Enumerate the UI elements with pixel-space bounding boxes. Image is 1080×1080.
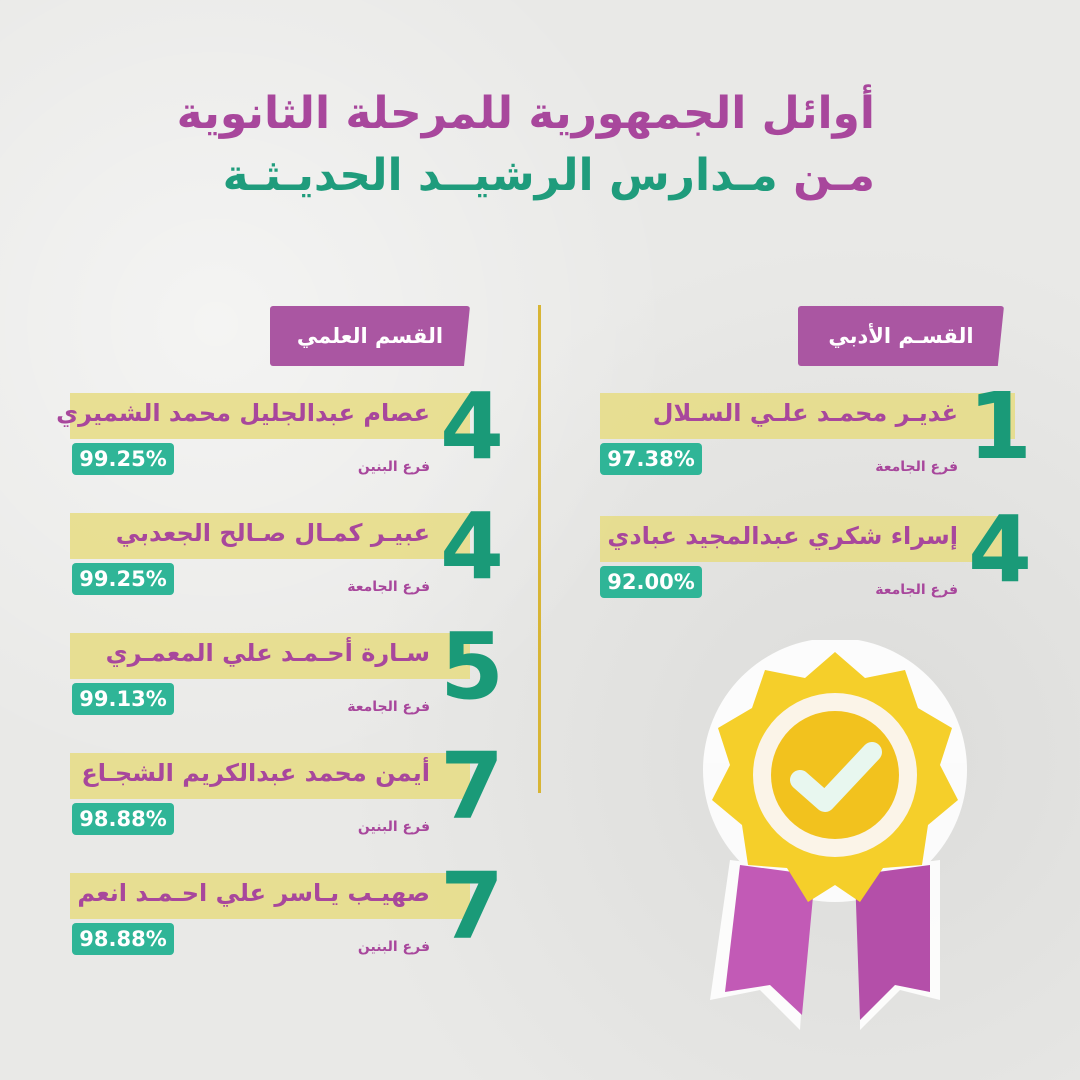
rank-number: 7 [440,733,505,840]
title-line-1: أوائل الجمهورية للمرحلة الثانوية [176,88,875,139]
name-highlight-bar [600,516,1015,562]
score-badge: 99.25% [72,563,174,595]
branch-label: فرع الجامعة [875,582,958,598]
student-entry: 1 غديـر محمـد علـي السـلال 97.38% فرع الجام… [0,381,1080,493]
score-badge: 99.13% [72,683,174,715]
student-name: سـارة أحـمـد علي المعمـري [105,639,430,667]
branch-label: فرع الجامعة [875,459,958,475]
student-entry: 4 إسراء شكري عبدالمجيد عبادي 92.00% فرع الج… [0,504,1080,616]
column-divider [538,305,541,793]
award-ribbon-check-icon [703,640,967,1030]
student-name: عبيـر كمـال صـالح الجعدبي [115,519,430,547]
title-prefix: مـن [793,150,875,201]
name-highlight-bar [70,393,470,439]
branch-label: فرع الجامعة [347,699,430,715]
score-badge: 98.88% [72,923,174,955]
branch-label: فرع البنين [357,819,430,835]
branch-label: فرع البنين [357,939,430,955]
student-entry: 4 عصام عبدالجليل محمد الشميري 99.25% فرع ال… [0,381,1080,493]
score-badge: 99.25% [72,443,174,475]
rank-number: 7 [440,853,505,960]
title-line-2: مـن مـدارس الرشيــد الحديـثـة [223,150,875,201]
name-highlight-bar [70,633,470,679]
branch-label: فرع الجامعة [347,579,430,595]
rank-number: 4 [440,373,505,480]
name-highlight-bar [70,513,470,559]
student-name: غديـر محمـد علـي السـلال [652,399,958,427]
student-entry: 7 أيمن محمد عبدالكريم الشجـاع 98.88% فرع ال… [0,741,1080,853]
student-name: صهيـب يـاسر علي احـمـد انعم [77,879,430,907]
rank-number: 4 [440,493,505,600]
student-entry: 7 صهيـب يـاسر علي احـمـد انعم 98.88% فرع ال… [0,861,1080,973]
rank-number: 5 [440,613,505,720]
score-badge: 97.38% [600,443,702,475]
student-entry: 5 سـارة أحـمـد علي المعمـري 99.13% فرع الجا… [0,621,1080,733]
student-name: عصام عبدالجليل محمد الشميري [56,399,430,427]
student-name: إسراء شكري عبدالمجيد عبادي [607,522,958,550]
literary-section-heading: القسـم الأدبي [798,306,1004,366]
name-highlight-bar [70,873,470,919]
rank-number: 1 [968,373,1033,480]
title-school: مـدارس الرشيــد الحديـثـة [222,150,778,201]
name-highlight-bar [600,393,1015,439]
scientific-section-heading: القسم العلمي [270,306,470,366]
score-badge: 98.88% [72,803,174,835]
student-entry: 4 عبيـر كمـال صـالح الجعدبي 99.25% فرع الجا… [0,501,1080,613]
score-badge: 92.00% [600,566,702,598]
student-name: أيمن محمد عبدالكريم الشجـاع [81,759,430,787]
rank-number: 4 [968,496,1033,603]
name-highlight-bar [70,753,470,799]
branch-label: فرع البنين [357,459,430,475]
